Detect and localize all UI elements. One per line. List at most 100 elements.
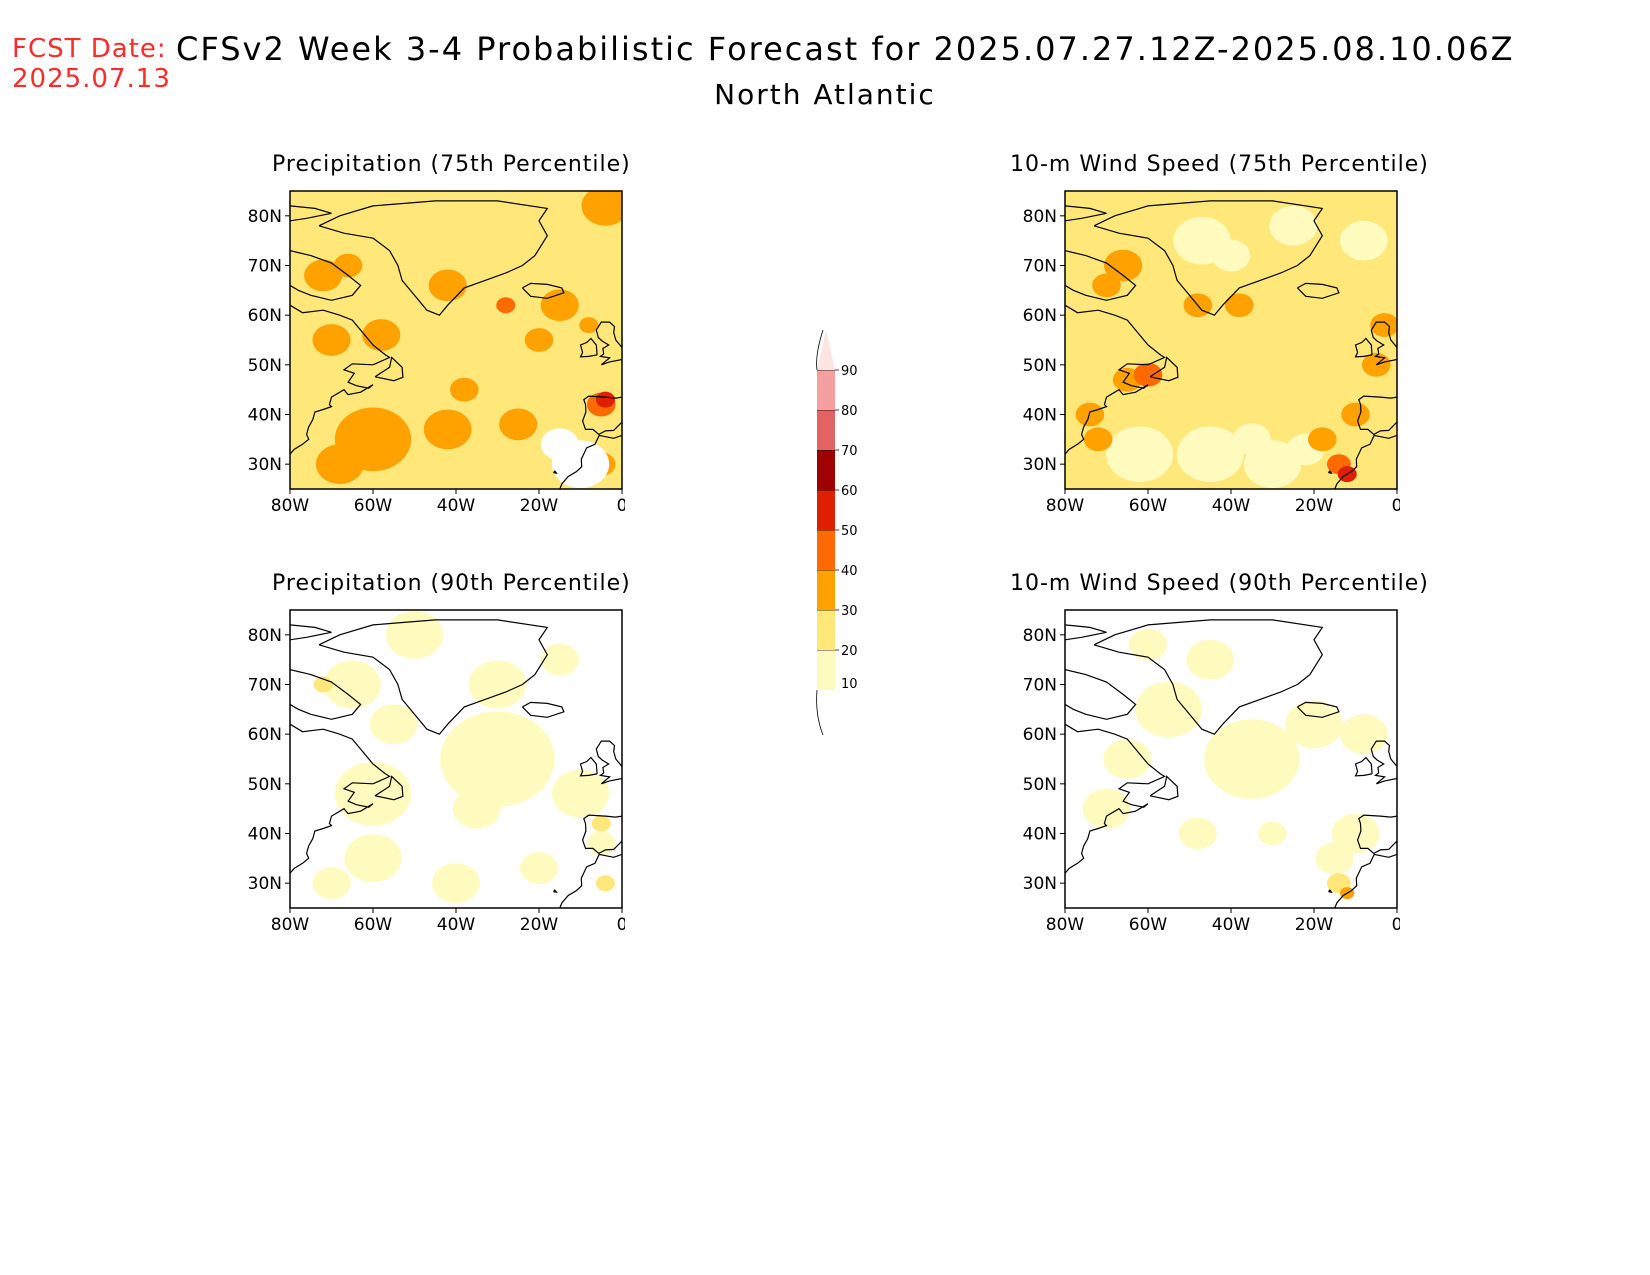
forecast-date-block: FCST Date: 2025.07.13 — [12, 34, 171, 94]
probability-region — [540, 428, 579, 461]
probability-colorbar: 10 20 30 40 50 60 70 80 90 — [816, 330, 858, 736]
lat-tick-label: 60N — [248, 306, 282, 326]
probability-region — [315, 444, 364, 485]
coastline-greenland — [1093, 619, 1324, 735]
lon-tick-label: 40W — [1212, 915, 1251, 935]
probability-region — [1186, 639, 1235, 680]
lat-tick-label: 70N — [1023, 676, 1057, 696]
coastline-ireland — [579, 337, 598, 358]
lon-tick-label: 20W — [520, 915, 559, 935]
coastline-ireland — [1354, 337, 1373, 358]
colorbar-segment — [817, 410, 835, 450]
probability-region — [1204, 719, 1300, 799]
coastline-baffin — [1065, 250, 1137, 301]
lat-tick-label: 40N — [1023, 406, 1057, 426]
lon-tick-label: 0 — [1392, 496, 1400, 516]
colorbar-label: 20 — [841, 644, 858, 659]
probability-region — [428, 269, 467, 302]
lat-tick-label: 30N — [1023, 455, 1057, 475]
colorbar-segment — [817, 370, 835, 410]
coastline-iceland — [1296, 282, 1340, 299]
coastline-africa — [1334, 434, 1397, 489]
probability-region — [334, 761, 412, 826]
probability-region — [499, 408, 538, 441]
coastline-greenland — [1093, 200, 1324, 316]
probability-region — [1176, 426, 1244, 483]
lon-tick-label: 60W — [1129, 496, 1168, 516]
lon-tick-label: 0 — [1392, 915, 1400, 935]
coastline-africa — [1334, 853, 1397, 908]
probability-region — [1083, 427, 1113, 452]
map-wind-90: 80N 70N 60N 50N 40N 30N 80W 60W 40W 20W 0 — [1023, 609, 1400, 935]
coastline-iceland — [1296, 701, 1340, 718]
probability-region — [449, 377, 479, 402]
coastline-canaries — [1328, 470, 1333, 474]
lon-tick-label: 0 — [617, 496, 625, 516]
colorbar-label: 30 — [841, 604, 858, 619]
coastline-baffin — [1065, 669, 1137, 720]
colorbar-segment — [817, 650, 835, 690]
colorbar-segment — [817, 530, 835, 570]
probability-region — [595, 875, 615, 892]
lon-tick-label: 20W — [520, 496, 559, 516]
probability-region — [323, 660, 381, 709]
probability-region — [581, 191, 622, 226]
forecast-date-value: 2025.07.13 — [12, 64, 171, 94]
lat-tick-label: 80N — [248, 207, 282, 227]
probability-region — [595, 391, 615, 408]
lat-tick-label: 80N — [1023, 207, 1057, 227]
lon-tick-label: 40W — [437, 496, 476, 516]
lon-tick-label: 60W — [354, 496, 393, 516]
map-precip-75: 80N 70N 60N 50N 40N 30N 80W 60W 40W 20W 0 — [248, 190, 625, 516]
probability-region — [591, 815, 611, 832]
coastline-ellesmere — [1065, 205, 1107, 222]
coastline-iberia — [581, 395, 622, 436]
lat-tick-label: 30N — [248, 455, 282, 475]
lat-tick-label: 70N — [1023, 257, 1057, 277]
coastline-baffin — [290, 250, 362, 301]
coastline-newfoundland — [1149, 356, 1179, 382]
probability-region — [1339, 220, 1388, 261]
probability-region — [1232, 423, 1271, 456]
coastline-ellesmere — [1065, 624, 1107, 641]
coastline-newfoundland — [374, 775, 404, 801]
probability-region — [344, 834, 402, 883]
lat-tick-label: 60N — [1023, 725, 1057, 745]
probability-region — [1285, 700, 1343, 749]
lon-tick-label: 80W — [271, 496, 310, 516]
probability-region — [1075, 402, 1105, 427]
colorbar-label: 80 — [841, 404, 858, 419]
colorbar-label: 10 — [841, 677, 858, 692]
coastline-iceland — [521, 701, 565, 718]
probability-region — [369, 704, 418, 745]
probability-region — [1258, 821, 1287, 846]
coastline-iberia — [1356, 395, 1397, 436]
coastline-baffin — [290, 669, 362, 720]
probability-region — [1133, 362, 1163, 387]
region-subtitle: North Atlantic — [714, 78, 936, 111]
probability-region — [312, 324, 351, 356]
coastline-labrador — [1065, 723, 1166, 874]
coastline-newfoundland — [374, 356, 404, 382]
coastline-newfoundland — [1149, 775, 1179, 801]
lat-tick-label: 80N — [248, 626, 282, 646]
panel-title-wind-90: 10-m Wind Speed (90th Percentile) — [1010, 571, 1429, 596]
coastline-iceland — [521, 282, 565, 299]
lat-tick-label: 60N — [248, 725, 282, 745]
probability-region — [1370, 313, 1397, 338]
lat-tick-label: 60N — [1023, 306, 1057, 326]
lat-tick-label: 80N — [1023, 626, 1057, 646]
coastline-iberia — [581, 814, 622, 855]
page-title: CFSv2 Week 3-4 Probabilistic Forecast fo… — [176, 30, 1515, 68]
probability-region — [551, 769, 610, 818]
coastline-ireland — [1354, 756, 1373, 777]
coastline-labrador — [290, 723, 391, 874]
lon-tick-label: 60W — [1129, 915, 1168, 935]
probability-region — [452, 788, 501, 829]
lon-tick-label: 0 — [617, 915, 625, 935]
probability-region — [312, 867, 351, 900]
lat-tick-label: 50N — [248, 356, 282, 376]
colorbar-segment — [817, 490, 835, 530]
coastline-britain — [595, 740, 622, 785]
probability-region — [1135, 681, 1203, 738]
